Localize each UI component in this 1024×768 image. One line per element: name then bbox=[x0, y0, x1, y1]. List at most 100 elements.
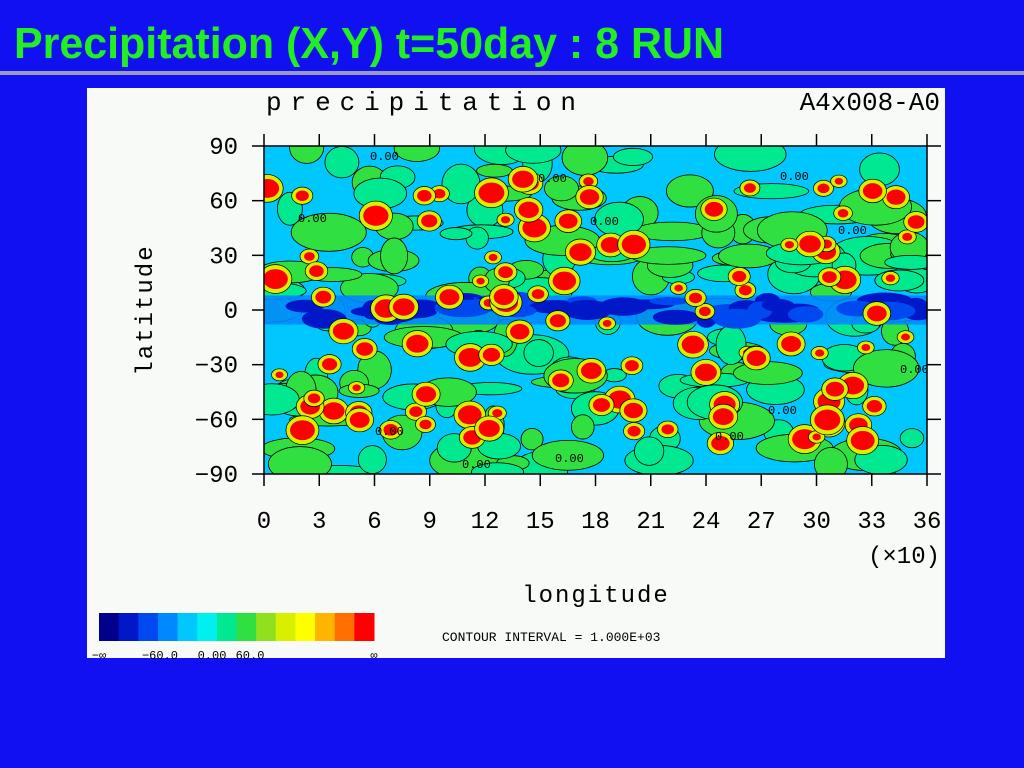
field-peak bbox=[581, 362, 602, 379]
field-peak bbox=[711, 436, 730, 451]
slide-title: Precipitation (X,Y) t=50day : 8 RUN bbox=[14, 19, 724, 68]
x-tick-label: 12 bbox=[471, 509, 500, 536]
field-peak bbox=[902, 232, 913, 241]
field-peak bbox=[295, 190, 309, 201]
colorbar-box bbox=[157, 613, 179, 641]
x-tick-label: 6 bbox=[367, 509, 381, 536]
field-peak bbox=[478, 182, 505, 204]
contour-field: 0.00 0.00 0.00 0.00 0.00 0.00 0.00 0.00 0.00 0.00… bbox=[264, 146, 929, 474]
x-tick-label: 24 bbox=[692, 509, 721, 536]
y-tick-label: 60 bbox=[209, 190, 238, 217]
field-peak bbox=[304, 252, 315, 261]
field-peak bbox=[837, 208, 849, 218]
field-peak bbox=[392, 298, 415, 316]
field-peak bbox=[625, 360, 639, 372]
field-peak bbox=[307, 393, 321, 404]
field-peak bbox=[688, 292, 703, 304]
y-tick-label: 0 bbox=[224, 299, 238, 326]
field-blob bbox=[393, 146, 440, 162]
y-tick-label: −90 bbox=[195, 463, 238, 490]
x-tick-label: 21 bbox=[636, 509, 665, 536]
field-peak bbox=[867, 305, 887, 322]
field-blob bbox=[884, 254, 927, 270]
x-tick-label: 3 bbox=[312, 509, 326, 536]
field-peak bbox=[799, 235, 821, 253]
field-peak bbox=[522, 218, 547, 238]
field-blob bbox=[324, 146, 360, 179]
contour-label: 0.00 bbox=[555, 452, 584, 466]
field-peak bbox=[417, 189, 432, 202]
contour-label: 0.00 bbox=[838, 224, 867, 238]
field-blob bbox=[853, 349, 920, 388]
colorbar-box bbox=[236, 613, 257, 641]
field-peak bbox=[349, 411, 370, 428]
field-peak bbox=[712, 408, 734, 426]
field-band-blob bbox=[787, 306, 824, 323]
contour-label: 0.00 bbox=[538, 172, 567, 186]
field-peak bbox=[482, 347, 501, 362]
field-peak bbox=[356, 342, 374, 356]
contour-label: 0.00 bbox=[370, 150, 399, 164]
field-peak bbox=[674, 284, 683, 292]
field-peak bbox=[850, 430, 875, 451]
field-peak bbox=[885, 274, 896, 282]
field-peak bbox=[861, 343, 871, 351]
field-peak bbox=[732, 270, 747, 283]
field-blob bbox=[520, 427, 544, 451]
field-blob bbox=[715, 324, 747, 365]
colorbar-box bbox=[177, 613, 198, 641]
field-blob bbox=[476, 163, 513, 178]
field-peak bbox=[825, 381, 845, 397]
colorbar-box bbox=[99, 613, 120, 641]
field-peak bbox=[814, 409, 841, 431]
y-tick-label: −30 bbox=[195, 354, 238, 381]
field-peak bbox=[812, 433, 821, 441]
field-peak bbox=[433, 188, 446, 199]
contour-label: 0.00 bbox=[768, 404, 797, 418]
field-peak bbox=[518, 201, 539, 219]
field-peak bbox=[694, 363, 717, 382]
x-tick-label: 27 bbox=[747, 509, 776, 536]
colorbar-label: ∞ bbox=[370, 649, 377, 663]
field-peak bbox=[907, 215, 925, 229]
field-peak bbox=[332, 322, 355, 340]
colorbar-label: −∞ bbox=[92, 649, 106, 663]
field-peak bbox=[322, 402, 345, 420]
field-peak bbox=[321, 358, 338, 371]
colorbar-box bbox=[138, 613, 159, 641]
contour-label: 0.00 bbox=[590, 215, 619, 229]
field-peak bbox=[492, 409, 503, 418]
contour-label: 0.00 bbox=[715, 430, 744, 444]
field-blob bbox=[290, 212, 367, 252]
field-peak bbox=[746, 350, 767, 367]
field-band-blob bbox=[761, 299, 795, 312]
plot-subtitle: A4x008-A0 bbox=[800, 88, 940, 118]
field-peak bbox=[510, 323, 530, 340]
contour-label: 0.00 bbox=[900, 363, 929, 377]
field-peak bbox=[264, 178, 280, 198]
field-peak bbox=[419, 419, 432, 430]
field-peak bbox=[784, 241, 795, 249]
field-peak bbox=[866, 399, 883, 413]
x-tick-label: 33 bbox=[857, 509, 886, 536]
field-blob bbox=[267, 446, 332, 474]
contour-label: 0.00 bbox=[780, 170, 809, 184]
field-peak bbox=[817, 183, 830, 194]
field-peak bbox=[623, 402, 644, 419]
field-blob bbox=[380, 237, 409, 275]
colorbar-box bbox=[315, 613, 336, 641]
field-peak bbox=[579, 189, 600, 205]
field-peak bbox=[264, 269, 288, 289]
field-blob bbox=[814, 447, 848, 474]
field-peak bbox=[383, 424, 399, 436]
field-peak bbox=[592, 398, 611, 412]
field-peak bbox=[352, 384, 361, 392]
x-tick-label: 18 bbox=[581, 509, 610, 536]
field-band-blob bbox=[713, 308, 762, 329]
field-peak bbox=[500, 216, 511, 224]
field-peak bbox=[834, 177, 844, 185]
field-blob bbox=[570, 414, 595, 440]
field-peak bbox=[478, 420, 500, 438]
